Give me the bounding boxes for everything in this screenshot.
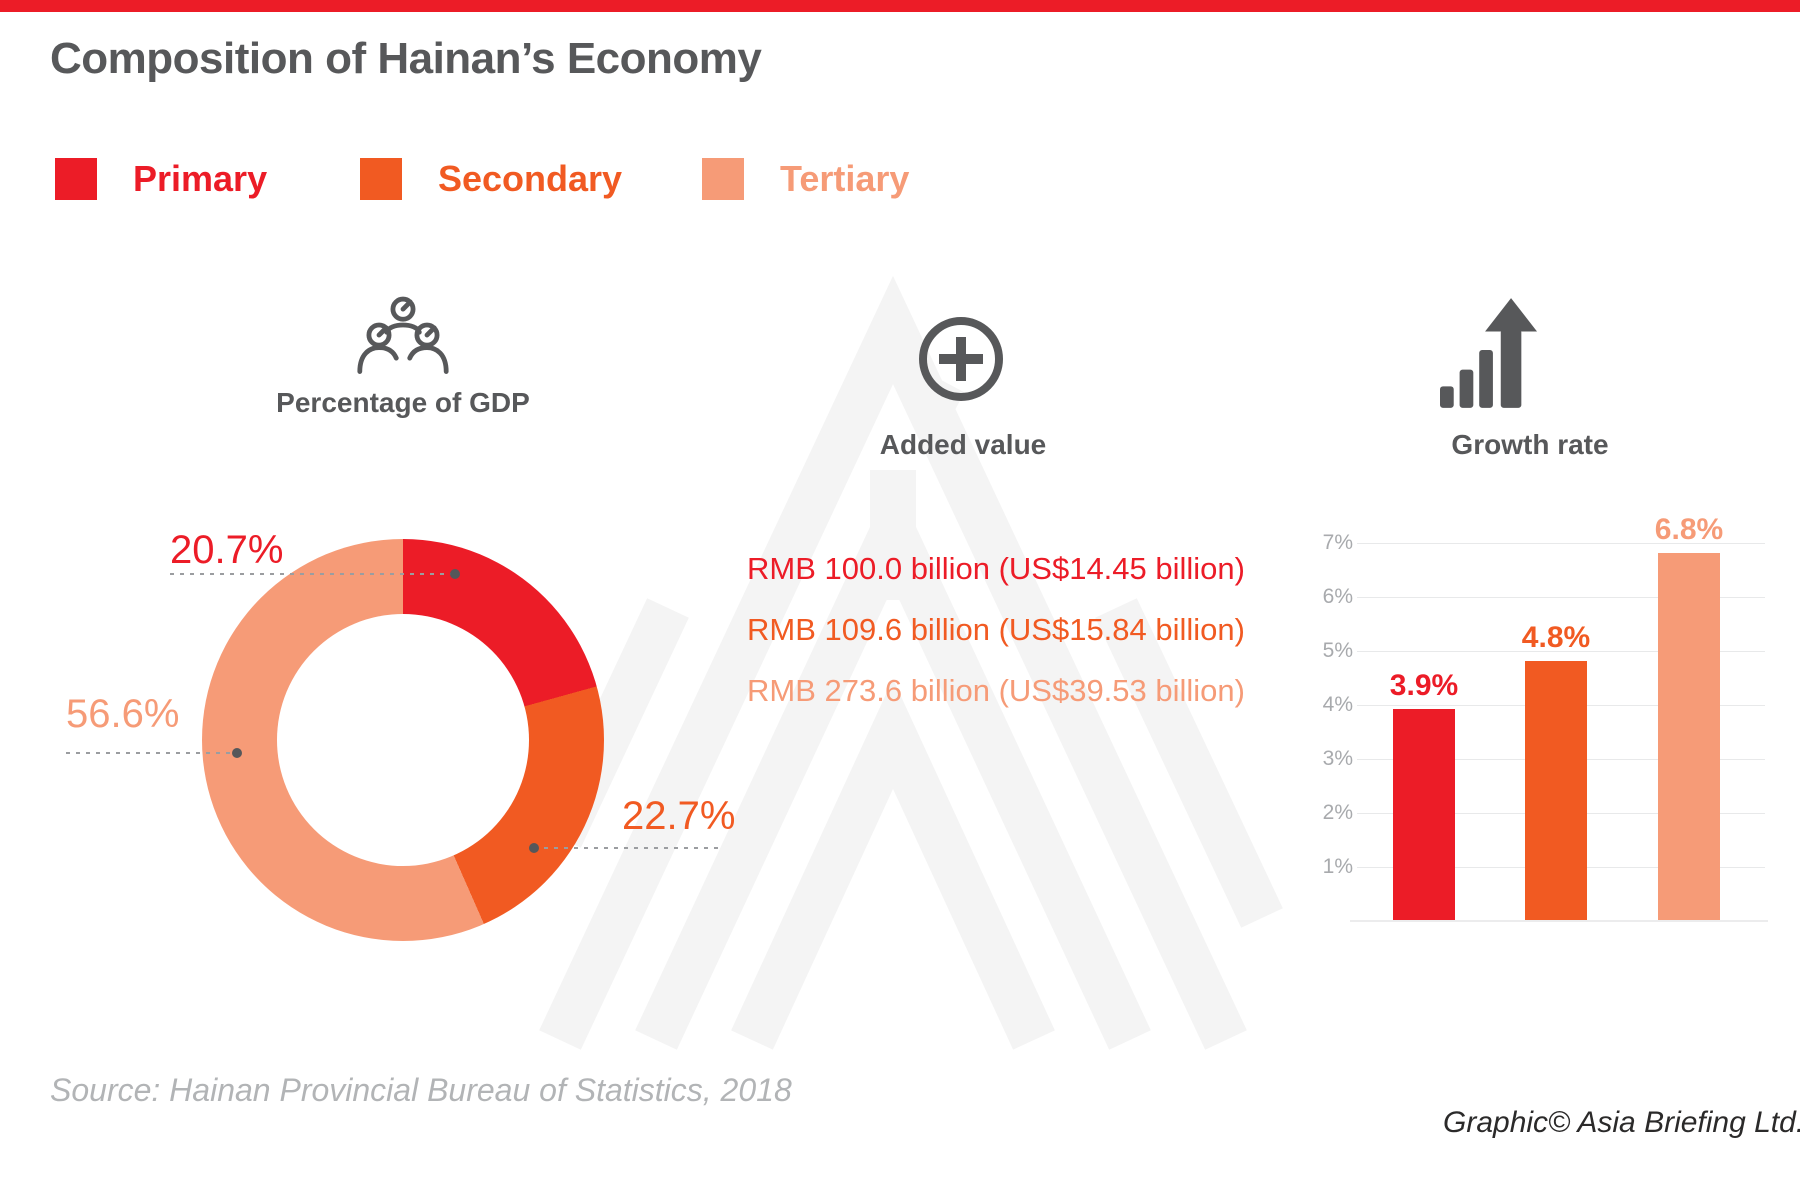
added-value-section-title: Added value (879, 429, 1047, 460)
y-axis-tick-label: 3% (1322, 747, 1353, 770)
top-accent-bar (0, 0, 1800, 12)
y-axis-tick-label: 1% (1322, 855, 1353, 878)
growth-bar-value-label: 6.8% (1654, 512, 1724, 546)
primary-swatch (55, 158, 97, 200)
donut-label-secondary: 22.7% (622, 794, 736, 838)
leader-dot-primary (450, 569, 460, 579)
added-value-line: RMB 273.6 billion (US$39.53 billion) (747, 673, 1245, 708)
growth-section-title: Growth rate (1451, 429, 1609, 460)
growth-bar-secondary (1525, 660, 1587, 920)
legend-item-primary: Primary (55, 158, 267, 200)
y-axis-tick-label: 2% (1322, 801, 1353, 824)
donut-label-tertiary: 56.6% (66, 692, 180, 736)
page-title: Composition of Hainan’s Economy (50, 34, 762, 83)
chart-baseline (1350, 920, 1768, 922)
plus-circle-icon (919, 317, 1003, 401)
source-note: Source: Hainan Provincial Bureau of Stat… (50, 1072, 792, 1108)
y-axis-tick-label: 6% (1322, 585, 1353, 608)
leader-dot-secondary (529, 843, 539, 853)
credit-note: Graphic© Asia Briefing Ltd. (1443, 1106, 1800, 1139)
gridline (1357, 543, 1765, 544)
rising-bars-arrow-icon (1440, 298, 1538, 408)
tertiary-swatch (702, 158, 744, 200)
secondary-swatch (360, 158, 402, 200)
legend-label-secondary: Secondary (438, 158, 623, 199)
legend-item-tertiary: Tertiary (702, 158, 909, 200)
gdp-donut-hole (277, 614, 529, 866)
gridline (1357, 597, 1765, 598)
gdp-section-title: Percentage of GDP (276, 387, 530, 418)
legend-label-primary: Primary (133, 158, 268, 199)
leader-line-tertiary (66, 752, 237, 754)
growth-bar-value-label: 3.9% (1389, 669, 1459, 703)
added-value-line: RMB 109.6 billion (US$15.84 billion) (747, 612, 1245, 647)
leader-line-secondary (534, 847, 722, 849)
gridline (1357, 651, 1765, 652)
legend-item-secondary: Secondary (360, 158, 622, 200)
growth-bar-tertiary (1658, 552, 1720, 920)
leader-dot-tertiary (232, 748, 242, 758)
growth-bar-value-label: 4.8% (1521, 620, 1591, 654)
people-group-icon (357, 296, 449, 374)
y-axis-tick-label: 5% (1322, 639, 1353, 662)
added-value-line: RMB 100.0 billion (US$14.45 billion) (747, 551, 1245, 586)
y-axis-tick-label: 4% (1322, 693, 1353, 716)
donut-label-primary: 20.7% (170, 528, 284, 572)
leader-line-primary (170, 573, 455, 575)
y-axis-tick-label: 7% (1322, 531, 1353, 554)
growth-bar-primary (1393, 709, 1455, 920)
legend-label-tertiary: Tertiary (780, 158, 910, 199)
